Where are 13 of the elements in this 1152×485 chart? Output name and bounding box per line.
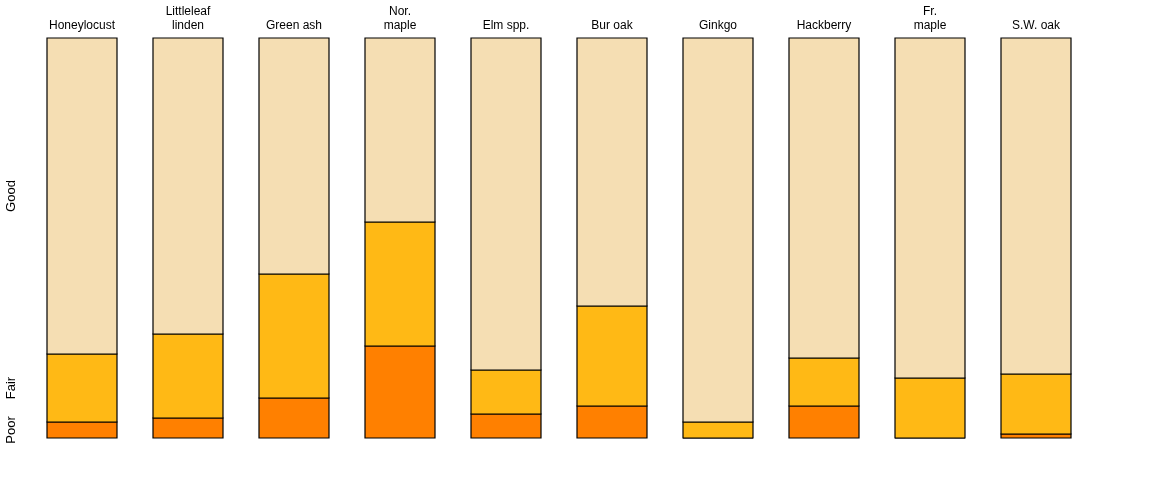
- x-tick-label: Fr. maple: [913, 4, 947, 32]
- x-tick-label: Nor. maple: [383, 4, 417, 32]
- text: Good: [3, 180, 18, 212]
- x-tick-label: S.W. oak: [1011, 18, 1061, 32]
- x-tick-label: Elm spp.: [482, 18, 530, 32]
- text: Poor: [3, 415, 18, 444]
- x-tick-label: Ginkgo: [698, 18, 738, 32]
- text: Fair: [3, 376, 18, 400]
- x-tick-label: Bur oak: [591, 18, 634, 32]
- x-tick-label: Hackberry: [796, 18, 852, 32]
- x-tick-label: Green ash: [265, 18, 323, 32]
- x-tick-label: Honeylocust: [48, 18, 116, 32]
- x-tick-label: Littleleaf linden: [165, 4, 212, 32]
